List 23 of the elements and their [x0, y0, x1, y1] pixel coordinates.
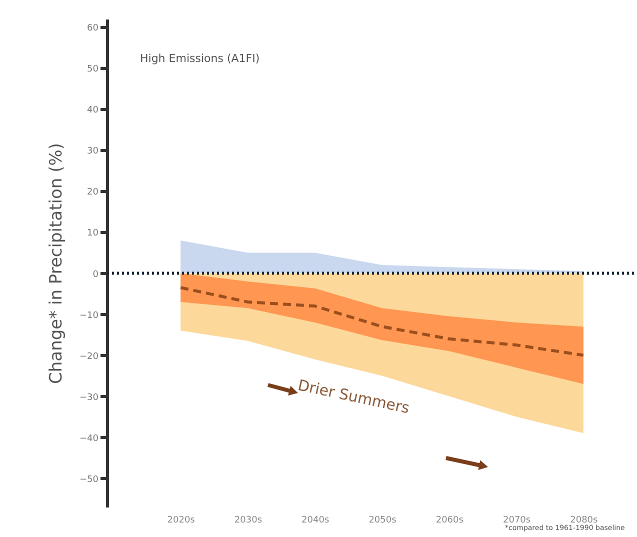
y-tick-label: 60 [87, 24, 99, 34]
y-tick-label: −40 [80, 434, 99, 444]
y-tick-label: 20 [87, 188, 99, 198]
y-tick-label: 0 [92, 270, 99, 280]
y-tick-label: 40 [87, 106, 99, 116]
y-tick-label: 10 [87, 228, 99, 239]
y-tick-label: 30 [87, 146, 99, 157]
annotation: Drier Summers [296, 376, 412, 418]
y-tick-label: −50 [80, 474, 99, 485]
y-tick-label: −10 [80, 310, 99, 321]
y-tick-label: 50 [87, 64, 99, 75]
x-tick-label: 2040s [302, 516, 330, 526]
x-tick-label: 2060s [436, 516, 464, 526]
x-tick-label: 2050s [368, 516, 397, 526]
line-series [179, 286, 585, 357]
x-tick-label: 2030s [234, 516, 262, 526]
annotation: High Emissions (A1FI) [140, 52, 260, 65]
y-tick-label: −20 [80, 352, 99, 362]
y-axis-title: Change* in Precipitation (%) [46, 143, 67, 384]
x-tick-label: 2080s [570, 516, 598, 526]
x-tick-label: 2020s [167, 516, 196, 526]
y-tick-label: −30 [80, 392, 99, 403]
x-tick-label: 2070s [502, 516, 531, 526]
